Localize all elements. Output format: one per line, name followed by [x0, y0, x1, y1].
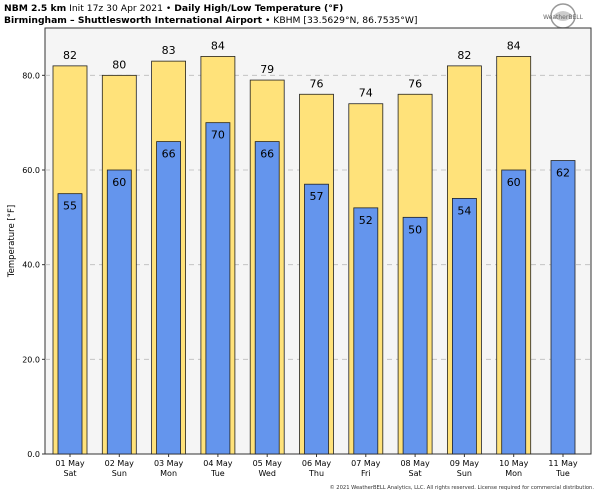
low-value-label: 55 [63, 200, 77, 213]
high-value-label: 82 [457, 49, 471, 62]
y-tick-label: 20.0 [22, 355, 40, 364]
low-value-label: 60 [112, 176, 126, 189]
y-tick-label: 60.0 [22, 166, 40, 175]
low-value-label: 66 [260, 148, 274, 161]
low-value-label: 62 [556, 167, 570, 180]
low-bar [501, 169, 527, 455]
bullet-separator-2: • [264, 15, 271, 26]
product-title: Daily High/Low Temperature (°F) [174, 3, 344, 14]
low-bar [254, 141, 280, 455]
high-value-label: 82 [63, 49, 77, 62]
low-value-label: 70 [211, 129, 225, 142]
x-tick-label-day: Mon [505, 469, 522, 478]
low-bar [402, 216, 428, 455]
x-tick-label-day: Sun [457, 469, 472, 478]
high-value-label: 80 [112, 58, 126, 71]
y-axis-label: Temperature [°F] [7, 205, 17, 278]
bullet-separator: • [165, 3, 172, 14]
low-bar [550, 160, 576, 455]
x-tick-label-day: Thu [308, 469, 324, 478]
low-bar [353, 207, 379, 455]
low-bar [106, 169, 132, 455]
station-id: KBHM [33.5629°N, 86.7535°W] [273, 15, 418, 26]
x-tick-label-day: Tue [555, 469, 570, 478]
x-tick-label-date: 03 May [154, 459, 184, 468]
x-tick-label-day: Mon [160, 469, 177, 478]
low-value-label: 57 [310, 190, 324, 203]
x-tick-label-date: 04 May [203, 459, 233, 468]
y-tick-label: 0.0 [27, 450, 40, 459]
x-tick-label-day: Sat [409, 469, 422, 478]
low-value-label: 50 [408, 223, 422, 236]
low-value-label: 52 [359, 214, 373, 227]
model-name: NBM 2.5 km [4, 3, 67, 14]
x-tick-label-date: 07 May [351, 459, 381, 468]
x-tick-label-date: 05 May [253, 459, 283, 468]
x-tick-label-day: Wed [258, 469, 275, 478]
low-bar [156, 141, 182, 455]
header-line-2: Birmingham – Shuttlesworth International… [4, 15, 418, 27]
chart-header: NBM 2.5 km Init 17z 30 Apr 2021 • Daily … [4, 3, 418, 27]
y-tick-label: 80.0 [22, 71, 40, 80]
x-tick-label-day: Sun [112, 469, 127, 478]
x-tick-label-date: 01 May [55, 459, 85, 468]
x-tick-label-date: 06 May [302, 459, 332, 468]
high-value-label: 79 [260, 63, 274, 76]
low-bar [57, 193, 83, 455]
x-tick-label-date: 02 May [105, 459, 135, 468]
low-bar [304, 183, 329, 455]
x-tick-label-day: Sat [63, 469, 76, 478]
y-tick-label: 40.0 [22, 261, 40, 270]
logo-text: WeatherBELL [543, 14, 584, 21]
bars-layer [52, 56, 576, 455]
x-tick-label-day: Tue [210, 469, 225, 478]
high-value-label: 83 [162, 44, 176, 57]
header-line-1: NBM 2.5 km Init 17z 30 Apr 2021 • Daily … [4, 3, 418, 15]
high-value-label: 76 [310, 77, 324, 90]
high-value-label: 76 [408, 77, 422, 90]
x-tick-label-date: 10 May [499, 459, 529, 468]
low-bar [205, 122, 231, 455]
low-bar [451, 197, 477, 455]
station-name: Birmingham – Shuttlesworth International… [4, 15, 263, 26]
low-value-label: 54 [457, 204, 471, 217]
high-value-label: 84 [211, 39, 225, 52]
x-tick-label-date: 11 May [548, 459, 578, 468]
x-tick-label-date: 08 May [400, 459, 430, 468]
high-value-label: 74 [359, 87, 373, 100]
value-labels: 82 55 80 60 83 66 84 70 79 66 76 57 74 52 76 50 82 54 84 60… [63, 39, 570, 236]
x-tick-label-day: Fri [361, 469, 371, 478]
init-time: Init 17z 30 Apr 2021 [69, 3, 163, 14]
low-value-label: 60 [507, 176, 521, 189]
y-axis: 0.0 20.0 40.0 60.0 80.0 [22, 71, 45, 459]
copyright-footer: © 2021 WeatherBELL Analytics, LLC. All r… [329, 485, 594, 491]
high-value-label: 84 [507, 39, 521, 52]
x-tick-label-date: 09 May [450, 459, 480, 468]
low-value-label: 66 [162, 148, 176, 161]
